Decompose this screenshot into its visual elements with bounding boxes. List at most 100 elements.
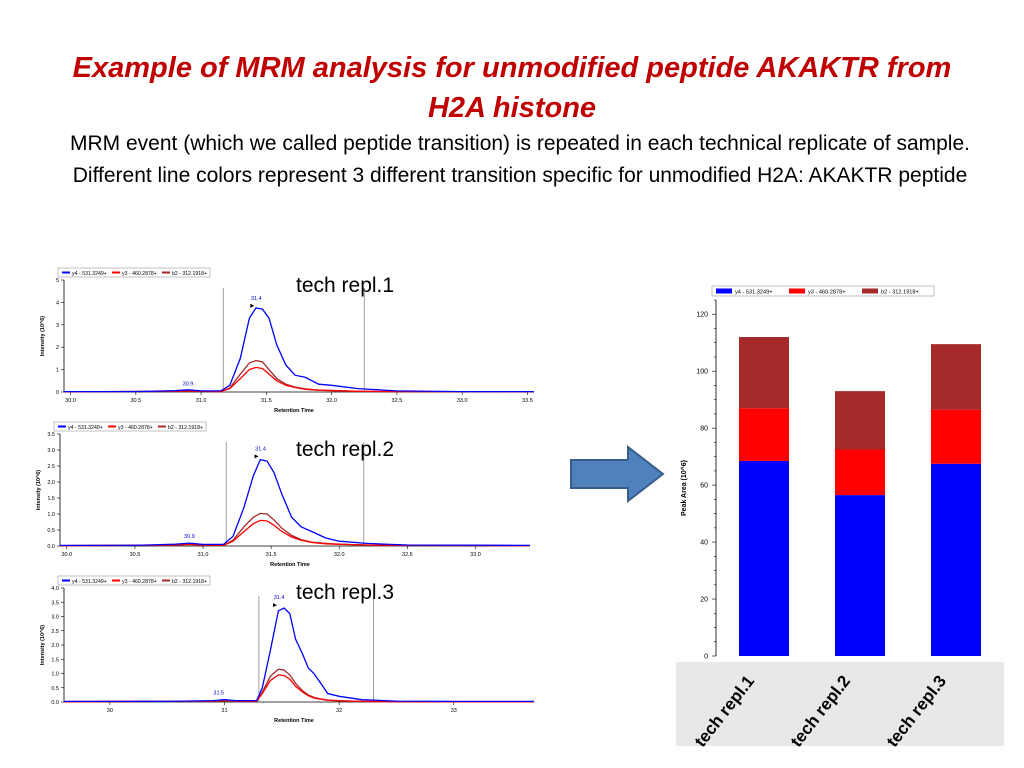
- y-tick-label: 60: [700, 483, 708, 490]
- legend-frame: [57, 575, 211, 586]
- x-tick-label: 31.0: [196, 398, 207, 404]
- x-tick-label: 33.0: [470, 552, 481, 558]
- peak-rt-label: 31.4: [255, 446, 266, 452]
- y-tick-label: 0.5: [51, 686, 59, 692]
- y-tick-label: 2.5: [47, 464, 55, 470]
- series-line: [64, 607, 534, 703]
- legend-label: b2 - 312.1918+: [168, 425, 203, 431]
- chromatogram-repl-3: y4 - 531.3249+ y3 - 460.2878+ b2 - 312.191…: [40, 575, 534, 724]
- series-line: [63, 668, 534, 703]
- y-axis-title: Intensity (10^6): [40, 316, 46, 356]
- y-tick-label: 0.5: [47, 528, 55, 534]
- panel-label-repl-2: tech repl.2: [296, 438, 395, 461]
- x-tick-label: 32.5: [392, 398, 403, 404]
- y-tick-label: 1.0: [47, 512, 55, 518]
- page-title: Example of MRM analysis for unmodified p…: [72, 52, 952, 124]
- legend-swatch: [862, 288, 878, 294]
- y-tick-label: 3.5: [47, 432, 55, 438]
- peak-rt-label: 31.4: [274, 595, 285, 601]
- y-tick-label: 0.0: [47, 544, 55, 550]
- legend-label: b2 - 312.1918+: [172, 579, 207, 585]
- peak-marker: [273, 603, 278, 608]
- right-arrow-icon: [570, 444, 665, 504]
- y-tick-label: 3.0: [51, 615, 59, 621]
- y-tick-label: 2.0: [51, 643, 59, 649]
- x-tick-label: 31.5: [266, 552, 277, 558]
- series-line: [59, 519, 531, 547]
- legend-label: y3 - 460.2878+: [808, 290, 845, 296]
- bar-segment: [739, 337, 789, 409]
- peak-rt-label: 30.9: [184, 534, 195, 540]
- y-tick-label: 3.5: [51, 600, 59, 606]
- y-tick-label: 0: [704, 654, 708, 661]
- legend-swatch: [716, 288, 732, 294]
- y-axis-title: Intensity (10^6): [40, 625, 46, 665]
- bar-segment: [931, 463, 981, 656]
- series-line: [59, 512, 531, 547]
- chromatogram-repl-2: y4 - 531.3249+ y3 - 460.2878+ b2 - 312.191…: [36, 421, 531, 568]
- y-axis-title: Peak Area (10^6): [680, 460, 688, 516]
- legend-frame: [711, 285, 935, 297]
- bar-segment: [835, 495, 885, 656]
- x-tick-label: 32.0: [334, 552, 345, 558]
- bar-segment: [835, 391, 885, 450]
- chart-legend: y4 - 531.3249+ y3 - 460.2878+ b2 - 312.191…: [53, 421, 207, 432]
- bar-segment: [739, 460, 789, 656]
- x-tick-label: 30.0: [61, 552, 72, 558]
- bar-segment: [931, 344, 981, 410]
- legend-label: y3 - 460.2878+: [122, 271, 157, 277]
- bar-segment: [835, 449, 885, 496]
- y-tick-label: 3.0: [47, 448, 55, 454]
- x-axis-title: Retention Time: [274, 718, 314, 724]
- legend-swatch: [789, 288, 805, 294]
- chart-legend: y4 - 531.3249+ y3 - 460.2878+ b2 - 312.191…: [57, 267, 211, 278]
- series-line: [63, 366, 535, 393]
- legend-label: b2 - 312.1918+: [881, 290, 919, 296]
- x-tick-label: 31: [221, 708, 227, 714]
- bar-legend: y4 - 531.3249+ y3 - 460.2878+ b2 - 312.191…: [711, 285, 935, 297]
- x-tick-label: 32.0: [326, 398, 337, 404]
- peak-marker: [250, 303, 255, 308]
- y-tick-label: 1.5: [51, 657, 59, 663]
- x-tick-label: 33: [451, 708, 457, 714]
- peak-rt-label: 31.4: [251, 296, 262, 302]
- y-tick-label: 100: [696, 369, 708, 376]
- x-tick-label: 30.5: [130, 552, 141, 558]
- x-tick-label: 30.0: [65, 398, 76, 404]
- panel-label-repl-1: tech repl.1: [296, 274, 395, 297]
- y-axis-title: Intensity (10^6): [36, 470, 42, 510]
- chart-legend: y4 - 531.3249+ y3 - 460.2878+ b2 - 312.191…: [57, 575, 211, 586]
- y-tick-label: 20: [700, 597, 708, 604]
- bar-segment: [739, 408, 789, 461]
- x-tick-label: 32.5: [402, 552, 413, 558]
- x-tick-label: 30.5: [130, 398, 141, 404]
- bar-chart-xaxis-area: [676, 662, 1004, 746]
- series-line: [63, 674, 534, 703]
- chromatogram-repl-1: y4 - 531.3249+ y3 - 460.2878+ b2 - 312.191…: [40, 267, 535, 414]
- y-tick-label: 120: [696, 312, 708, 319]
- panel-label-repl-3: tech repl.3: [296, 581, 395, 604]
- y-tick-label: 2.5: [51, 629, 59, 635]
- y-tick-label: 2.0: [47, 480, 55, 486]
- x-axis-title: Retention Time: [274, 408, 314, 414]
- y-tick-label: 1: [56, 368, 59, 374]
- x-tick-label: 30: [107, 708, 113, 714]
- legend-label: y4 - 531.3249+: [735, 290, 772, 296]
- y-tick-label: 1.0: [51, 672, 59, 678]
- y-tick-label: 1.5: [47, 496, 55, 502]
- bar-segment: [931, 409, 981, 464]
- y-tick-label: 4.0: [51, 586, 59, 592]
- y-tick-label: 40: [700, 540, 708, 547]
- peak-marker: [254, 454, 259, 459]
- legend-frame: [53, 421, 207, 432]
- peak-area-bar-chart: y4 - 531.3249+ y3 - 460.2878+ b2 - 312.191…: [680, 285, 981, 661]
- series-line: [64, 307, 534, 393]
- y-tick-label: 0: [56, 390, 59, 396]
- x-tick-label: 33.5: [522, 398, 533, 404]
- series-line: [60, 458, 531, 547]
- x-tick-label: 31.0: [198, 552, 209, 558]
- y-tick-label: 0.0: [51, 700, 59, 706]
- x-axis-title: Retention Time: [270, 562, 310, 568]
- legend-label: y3 - 460.2878+: [122, 579, 157, 585]
- legend-label: y4 - 531.3249+: [72, 271, 107, 277]
